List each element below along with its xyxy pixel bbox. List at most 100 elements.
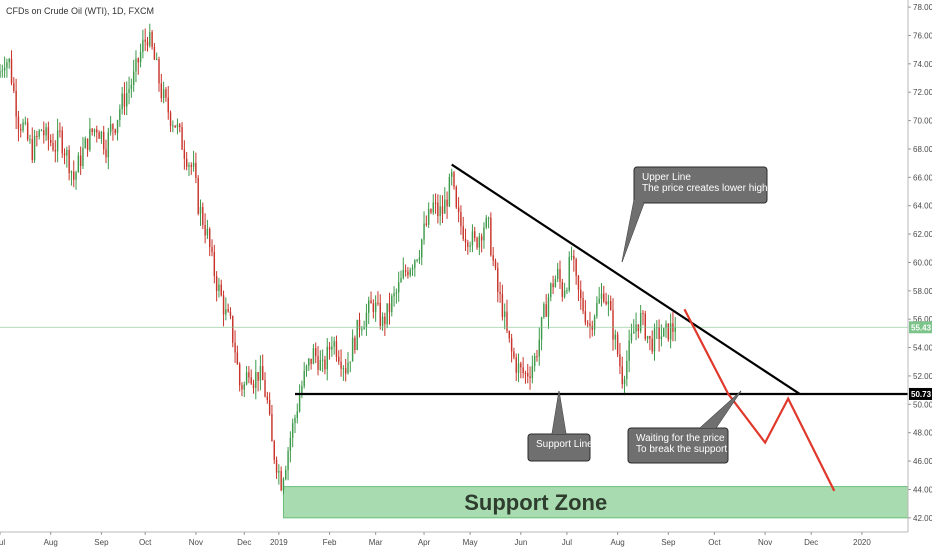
candle-body [653,328,656,352]
candle-body [308,358,310,366]
candle [144,28,146,51]
candle [68,145,70,181]
candle-body [98,132,100,139]
candle-body [266,396,269,400]
x-tick-label: Nov [758,538,772,547]
candle-body [102,131,105,150]
callout-waiting-box [627,427,729,464]
candle-body [487,217,490,219]
candle-body [391,296,393,313]
candle-body [596,302,598,317]
candle-body [384,316,386,325]
candle-body [38,130,40,137]
candle [77,152,80,173]
candle-body [130,84,133,89]
candle-body [73,171,75,180]
candle-body [483,227,485,241]
candle [197,175,199,216]
candle [407,267,409,279]
candle-body [476,238,478,248]
candle-body [197,177,199,214]
candle-body [151,32,153,48]
x-tick-label: Dec [804,538,818,547]
candle-body [344,368,347,374]
time-axis[interactable]: Jul Aug Sep Oct Nov Dec 2019 Feb Mar Apr May Jun Jul… [0,531,908,547]
candle-body [609,301,612,310]
candle [225,297,227,321]
candle [264,372,266,398]
candle [24,116,27,126]
candle [153,43,156,60]
candle-body [15,90,17,117]
candle [172,120,174,133]
candle [158,56,160,92]
candle-body [607,301,610,305]
candle-body [663,328,665,337]
candle [232,315,234,348]
candle [26,118,29,142]
candle [543,301,545,319]
y-tick-label: 48.00 [913,429,932,438]
candle-body [176,124,179,128]
candle [105,139,107,164]
candle [49,134,52,147]
candle-body [75,172,77,180]
candle-body [123,93,126,107]
candle [411,264,414,276]
candle [195,152,197,184]
candle-body [93,129,96,133]
candle-body [529,376,531,378]
support-zone-label: Support Zone [464,490,607,515]
y-tick-label: 56.00 [913,315,932,324]
candle-body [550,283,552,298]
candle-body [393,293,395,297]
candle [22,118,24,133]
candle [651,330,653,355]
candle [487,216,490,229]
candle [464,228,467,251]
candle-body [172,125,174,127]
candle-body [26,122,29,140]
candle [427,202,430,228]
price-axis[interactable]: 42.00 44.00 46.00 48.00 50.00 52.00 54.00 56.00… [907,0,932,532]
candle [529,366,531,390]
candle-body [68,149,70,173]
candle-body [365,312,368,328]
candle-body [36,135,38,137]
candle [287,447,289,481]
candle [354,335,356,354]
candle [531,355,534,384]
candle [33,129,36,163]
candle-body [79,155,82,167]
candle [644,310,646,341]
candle [630,323,633,344]
candle-body [54,149,57,152]
candle [559,260,561,289]
candle [582,291,584,315]
candle [75,170,77,190]
candle-body [457,207,460,213]
y-tick-label: 54.00 [913,344,932,353]
y-tick-label: 44.00 [913,485,932,494]
candle-body [628,340,630,361]
candle-body [96,129,98,133]
candle-body [563,290,566,297]
candle-body [220,284,222,296]
candle [169,110,172,132]
candle [262,354,264,381]
candle [202,202,204,230]
callout-support-line-text: Support Line [536,439,593,450]
candle-body [218,284,220,291]
candle [633,319,635,334]
candle [61,126,63,158]
candle [218,277,220,298]
candle [457,197,460,223]
candle [47,121,50,151]
candle [285,465,287,481]
candle [485,215,487,230]
candle-body [591,325,593,330]
candle [404,264,407,277]
candle [73,160,75,188]
candle-body [573,255,575,260]
